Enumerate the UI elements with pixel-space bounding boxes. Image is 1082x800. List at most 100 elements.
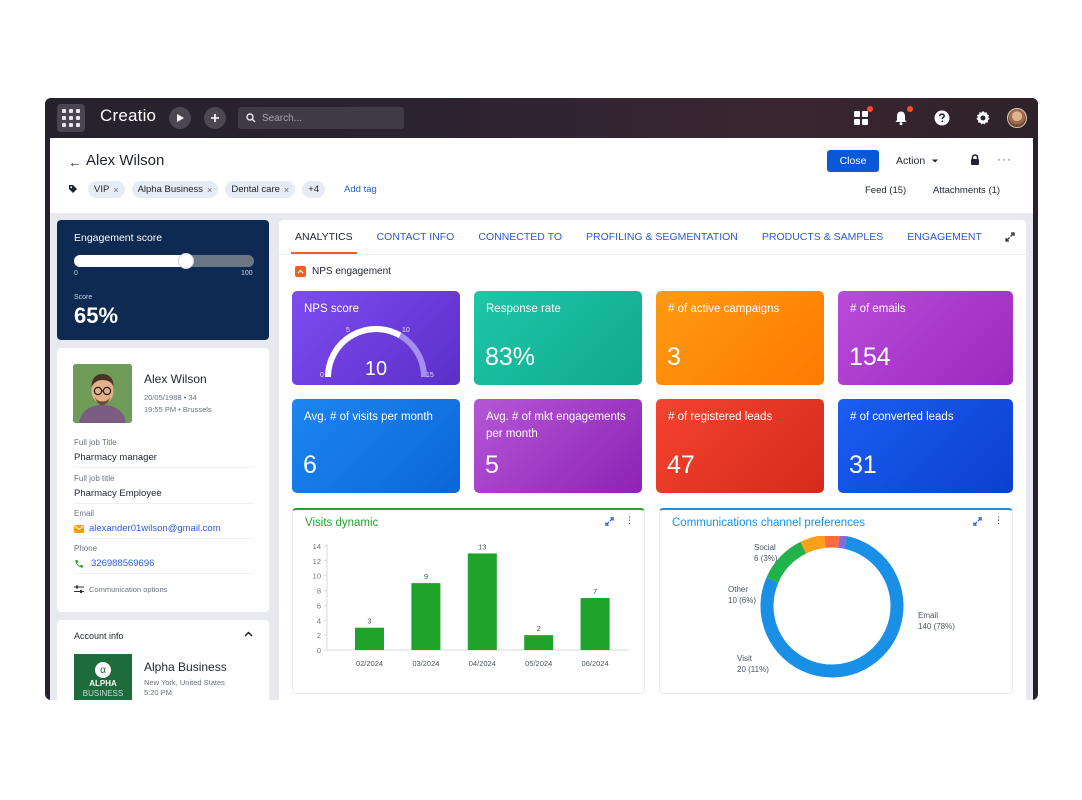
visits-bar-chart: 0 2 4 6 8 10 12 14 3 02/2024 9 03/2024 13 04/2024 2 05/…: [313, 542, 629, 668]
collapse-chevron-icon[interactable]: [244, 629, 253, 640]
tab-bar: ANALYTICS CONTACT INFO CONNECTED TO PROF…: [291, 220, 982, 254]
lock-icon[interactable]: [970, 154, 980, 166]
chart-title: Visits dynamic: [305, 517, 379, 529]
phone-link[interactable]: 326988569696: [91, 558, 155, 569]
collapse-icon[interactable]: [295, 266, 306, 277]
app-logo: Creatio: [100, 106, 157, 125]
tab-contact-info[interactable]: CONTACT INFO: [376, 231, 455, 243]
donut-slice[interactable]: [760, 536, 904, 678]
divider: [74, 573, 254, 574]
bar[interactable]: [467, 553, 497, 650]
attachments-link[interactable]: Attachments (1): [933, 185, 1001, 196]
bar[interactable]: [411, 583, 441, 650]
run-button[interactable]: [169, 107, 191, 129]
notifications-button[interactable]: [891, 106, 913, 128]
tab-analytics[interactable]: ANALYTICS: [291, 220, 357, 254]
expand-icon[interactable]: [973, 517, 982, 526]
tag-label: Alpha Business: [137, 184, 204, 195]
bar[interactable]: [524, 635, 554, 650]
analytics-panel: ANALYTICS CONTACT INFO CONNECTED TO PROF…: [279, 220, 1026, 700]
tab-profiling[interactable]: PROFILING & SEGMENTATION: [585, 231, 738, 243]
back-arrow-icon[interactable]: ←: [68, 154, 82, 170]
help-button[interactable]: [932, 108, 952, 128]
feed-link[interactable]: Feed (15): [865, 185, 907, 196]
account-logo-text: ALPHA: [89, 679, 117, 688]
gauge-tick: 0: [320, 372, 324, 379]
expand-icon[interactable]: [605, 517, 614, 526]
active-campaigns-tile[interactable]: # of active campaigns 3: [656, 291, 824, 385]
remove-icon[interactable]: ×: [113, 184, 119, 195]
y-tick-label: 10: [313, 572, 321, 581]
tile-value: 154: [849, 343, 891, 371]
field-value-job-title-2[interactable]: Pharmacy Employee: [74, 488, 162, 499]
slice-label: Social: [754, 543, 776, 552]
app-launcher-button[interactable]: [57, 104, 85, 132]
donut-slice[interactable]: [838, 536, 847, 549]
more-icon[interactable]: ···: [997, 152, 1012, 166]
tab-products-samples[interactable]: PRODUCTS & SAMPLES: [761, 231, 884, 243]
account-info-card: Account info α ALPHA BUSINESS Alpha Busi…: [57, 620, 269, 700]
tile-label: # of active campaigns: [668, 303, 780, 315]
donut-slice[interactable]: [766, 541, 807, 583]
more-tags-chip[interactable]: +4: [302, 181, 326, 198]
tab-connected-to[interactable]: CONNECTED TO: [478, 231, 562, 243]
plus-icon: [211, 114, 219, 122]
email-link[interactable]: alexander01wilson@gmail.com: [89, 523, 221, 534]
section-title: NPS engagement: [312, 266, 391, 277]
mkt-engagements-tile[interactable]: Avg. # of mkt engagements per month 5: [474, 399, 642, 493]
bar[interactable]: [355, 627, 384, 650]
help-icon: [934, 110, 950, 126]
account-info-title: Account info: [74, 631, 124, 641]
bar[interactable]: [580, 598, 610, 650]
email-field[interactable]: alexander01wilson@gmail.com: [74, 523, 221, 534]
kebab-menu-icon[interactable]: ⋮: [625, 515, 634, 525]
tile-value: 31: [849, 451, 877, 479]
create-button[interactable]: [204, 107, 226, 129]
close-button[interactable]: Close: [827, 150, 879, 172]
kebab-menu-icon[interactable]: ⋮: [994, 515, 1003, 525]
slider-max: 100: [241, 270, 253, 277]
slice-label: Visit: [737, 654, 753, 663]
tab-engagement[interactable]: ENGAGEMENT: [907, 231, 982, 243]
tag-chip[interactable]: VIP ×: [88, 181, 125, 198]
registered-leads-tile[interactable]: # of registered leads 47: [656, 399, 824, 493]
tag-chip[interactable]: Dental care ×: [225, 181, 296, 198]
tag-chip[interactable]: Alpha Business ×: [131, 181, 219, 198]
action-dropdown[interactable]: Action: [896, 150, 939, 172]
gauge-tick: 5: [346, 327, 350, 334]
bar-data-label: 2: [537, 624, 541, 633]
phone-field[interactable]: 326988569696: [74, 558, 154, 569]
search-input[interactable]: [262, 112, 392, 124]
visits-per-month-tile[interactable]: Avg. # of visits per month 6: [292, 399, 460, 493]
donut-slice[interactable]: [800, 536, 827, 554]
communication-options-link[interactable]: Communication options: [74, 585, 167, 594]
x-tick-label: 06/2024: [582, 659, 609, 668]
settings-button[interactable]: [973, 108, 993, 128]
tile-value: 5: [485, 451, 499, 479]
search-box[interactable]: [238, 107, 404, 129]
add-tag-link[interactable]: Add tag: [344, 184, 377, 195]
apps-button[interactable]: [851, 106, 873, 128]
y-tick-label: 8: [317, 587, 321, 596]
response-rate-tile[interactable]: Response rate 83%: [474, 291, 642, 385]
y-tick-label: 14: [313, 542, 321, 551]
play-icon: [176, 114, 184, 122]
gauge-tick: 15: [426, 372, 434, 379]
engagement-slider[interactable]: [74, 253, 254, 269]
visits-dynamic-card: Visits dynamic ⋮ 0 2 4 6 8 10 12 14 3 02/2024 9 03/…: [292, 508, 645, 694]
user-avatar[interactable]: [1007, 108, 1027, 128]
account-logo-text-2: BUSINESS: [82, 689, 124, 698]
remove-icon[interactable]: ×: [207, 184, 213, 195]
communications-channel-card: Communications channel preferences ⋮ Ema…: [659, 508, 1013, 694]
x-tick-label: 02/2024: [356, 659, 383, 668]
emails-tile[interactable]: # of emails 154: [838, 291, 1013, 385]
slider-handle[interactable]: [177, 253, 194, 269]
field-value-job-title[interactable]: Pharmacy manager: [74, 452, 157, 463]
nps-score-tile[interactable]: NPS score 0 5 10 15 10: [292, 291, 460, 385]
account-name[interactable]: Alpha Business: [144, 660, 227, 674]
expand-icon[interactable]: [1005, 232, 1015, 242]
bar-data-label: 9: [424, 572, 428, 581]
converted-leads-tile[interactable]: # of converted leads 31: [838, 399, 1013, 493]
remove-icon[interactable]: ×: [283, 184, 290, 195]
record-header: ← Alex Wilson VIP × Alpha Business × Denta…: [50, 138, 1033, 213]
